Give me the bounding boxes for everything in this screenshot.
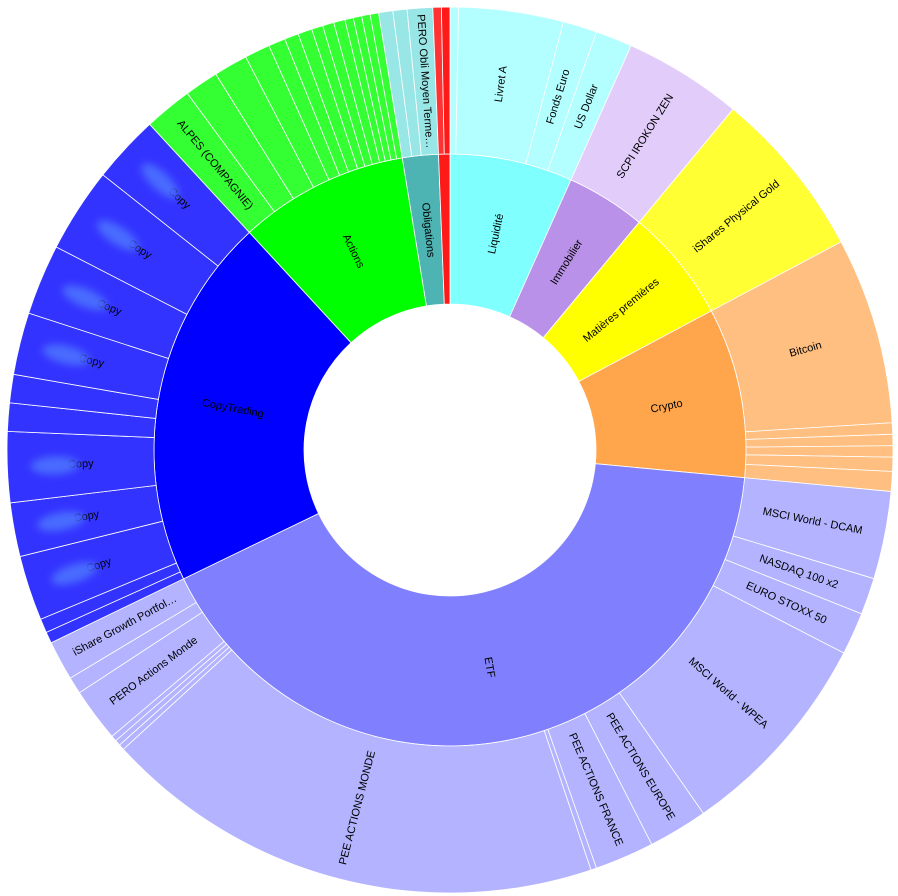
redaction-blur — [62, 285, 108, 311]
redaction-blur — [42, 344, 90, 366]
redaction-blur — [30, 456, 79, 475]
segment-group-8-child-1[interactable] — [440, 6, 451, 155]
segment-etf-child-pee-actions-monde[interactable] — [122, 649, 592, 894]
redaction-blur — [96, 220, 139, 251]
redaction-blur — [51, 562, 98, 585]
redaction-blur — [37, 511, 85, 532]
redaction-blur — [141, 163, 179, 199]
